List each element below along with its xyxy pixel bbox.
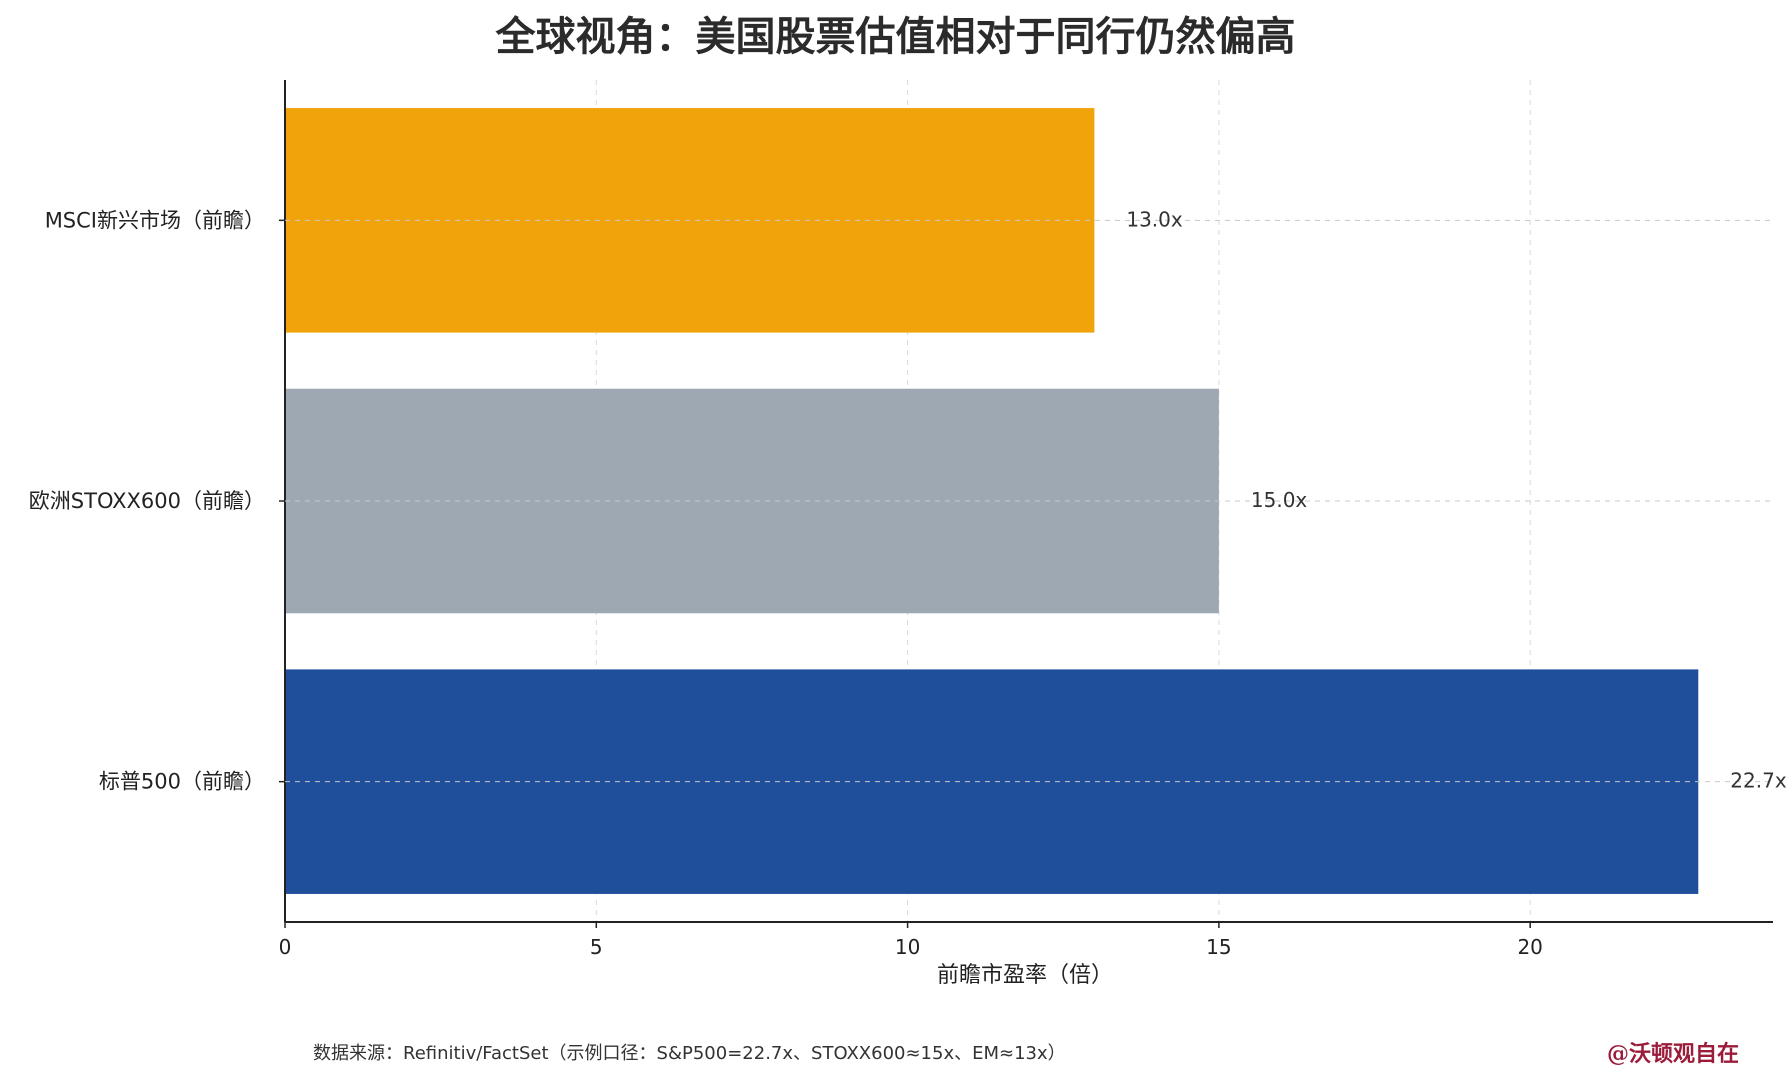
watermark: @沃顿观自在: [1606, 1041, 1739, 1067]
x-tick-label: 10: [895, 935, 920, 959]
labels: 0 5 10 15 20 MSCI新兴市场（前瞻） 13.0x 欧洲STOXX600（前瞻） 1…: [29, 207, 1787, 959]
category-label: 欧洲STOXX600（前瞻）: [29, 489, 265, 513]
category-label: MSCI新兴市场（前瞻）: [45, 208, 265, 232]
bar: [285, 388, 1219, 614]
x-tick-label: 20: [1517, 935, 1542, 959]
x-tick-label: 5: [590, 935, 603, 959]
data-label: 13.0x: [1126, 207, 1183, 231]
data-label: 15.0x: [1251, 488, 1308, 512]
x-tick-label: 0: [279, 935, 292, 959]
x-axis-title: 前瞻市盈率（倍）: [937, 963, 1113, 988]
bar: [285, 669, 1699, 894]
data-label: 22.7x: [1730, 769, 1787, 793]
category-label: 标普500（前瞻）: [99, 770, 265, 794]
chart-title: 全球视角：美国股票估值相对于同行仍然偏高: [495, 13, 1296, 60]
x-tick-label: 15: [1206, 935, 1231, 959]
source-note: 数据来源：Refinitiv/FactSet（示例口径：S&P500=22.7x…: [313, 1043, 1066, 1064]
